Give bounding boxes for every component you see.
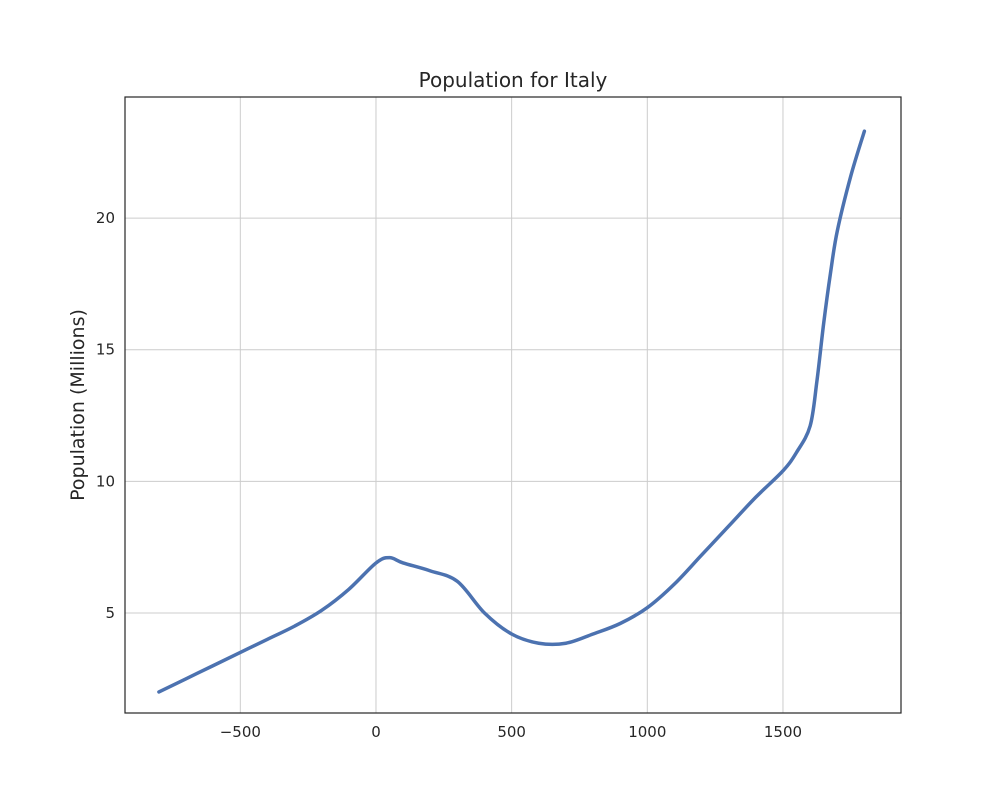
y-tick-label: 10 — [96, 472, 115, 490]
x-tick-label: −500 — [220, 723, 261, 741]
x-tick-label: 1000 — [628, 723, 666, 741]
y-axis-label: Population (Millions) — [67, 309, 89, 501]
x-tick-label: 1500 — [764, 723, 802, 741]
y-tick-label: 5 — [105, 604, 115, 622]
x-tick-label: 500 — [497, 723, 526, 741]
y-tick-label: 20 — [96, 209, 115, 227]
y-tick-label: 15 — [96, 341, 115, 359]
x-tick-label: 0 — [371, 723, 381, 741]
chart-title: Population for Italy — [419, 68, 608, 92]
plot-frame — [124, 96, 902, 714]
series-line-group — [157, 129, 867, 694]
grid — [125, 97, 901, 713]
series-line — [157, 129, 867, 694]
tick-labels: −500 0 500 1000 1500 5 10 15 20 — [96, 209, 802, 741]
